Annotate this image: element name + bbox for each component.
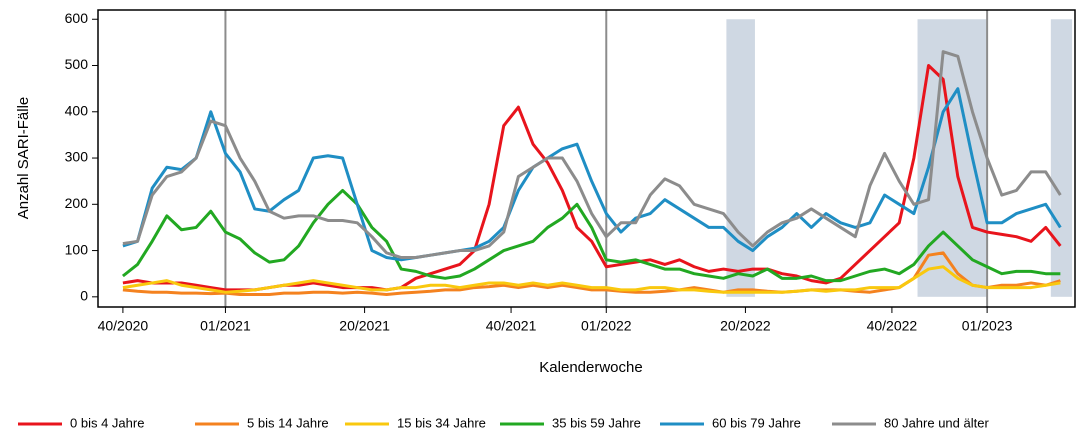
legend-label: 35 bis 59 Jahre xyxy=(552,415,641,430)
x-tick-label: 20/2021 xyxy=(339,318,390,334)
x-tick-label: 01/2022 xyxy=(581,318,632,334)
legend-label: 5 bis 14 Jahre xyxy=(247,415,329,430)
series-line xyxy=(122,50,1062,259)
series-line xyxy=(122,87,1062,262)
x-axis-label: Kalenderwoche xyxy=(539,359,642,376)
y-axis-label: Anzahl SARI-Fälle xyxy=(15,97,32,220)
y-tick-label: 400 xyxy=(65,102,89,118)
series-line xyxy=(121,188,1061,283)
shaded-range xyxy=(726,19,755,297)
series-line xyxy=(122,265,1061,294)
y-tick-label: 100 xyxy=(65,241,89,257)
x-tick-label: 20/2022 xyxy=(720,318,771,334)
x-tick-label: 01/2023 xyxy=(962,318,1013,334)
x-tick-label: 40/2021 xyxy=(486,318,537,334)
shaded-range xyxy=(1050,19,1073,297)
x-tick-label: 01/2021 xyxy=(200,318,251,334)
y-tick-label: 600 xyxy=(65,10,89,26)
y-tick-label: 200 xyxy=(65,195,89,211)
y-tick-label: 300 xyxy=(65,149,89,165)
x-tick-label: 40/2020 xyxy=(98,318,149,334)
legend-label: 15 bis 34 Jahre xyxy=(397,415,486,430)
x-tick-label: 40/2022 xyxy=(867,318,918,334)
legend-label: 0 bis 4 Jahre xyxy=(70,415,144,430)
legend-label: 60 bis 79 Jahre xyxy=(712,415,801,430)
legend-label: 80 Jahre und älter xyxy=(884,415,989,430)
y-tick-label: 0 xyxy=(80,288,88,304)
y-tick-label: 500 xyxy=(65,56,89,72)
